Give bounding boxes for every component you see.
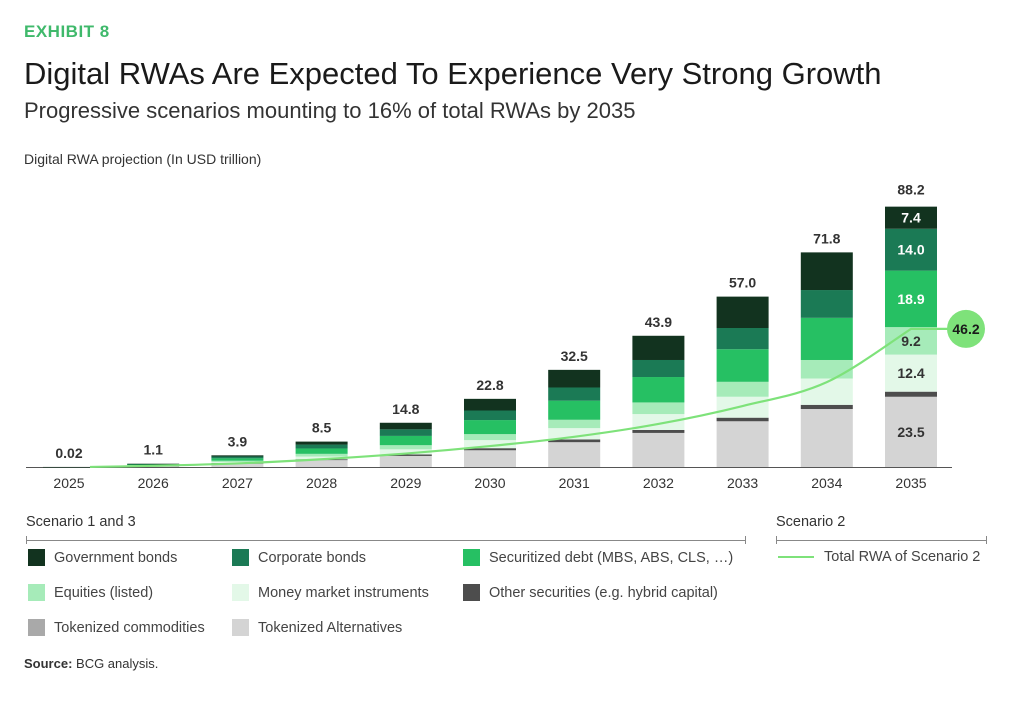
bar-segment [295,444,348,449]
x-tick-label: 2029 [390,475,421,491]
bar-segment [716,421,769,467]
bar-segment [295,441,348,445]
bar-segment [379,454,432,456]
bar-segment [379,429,432,436]
chart-unit-label: Digital RWA projection (In USD trillion) [24,151,262,167]
bar-segment [885,228,937,271]
bar-total-label: 14.8 [392,401,419,417]
bar-segment [464,450,516,467]
chart-subtitle: Progressive scenarios mounting to 16% of… [24,98,636,123]
bar-segment [379,455,432,467]
bar-segment [548,369,601,388]
x-tick-label: 2035 [895,475,926,491]
bar-segment [885,391,937,397]
bar-segment [464,448,516,451]
bar-segment [379,435,432,446]
bar-segment [211,463,264,467]
bar-segment [295,453,348,457]
bar-segment [885,396,937,467]
bar-segment [379,449,432,455]
bar-segment [379,422,432,430]
scenario-2-end-marker [947,309,985,348]
scenario-2-end-label: 46.2 [952,321,979,337]
bar-segment [632,335,685,360]
bar-segment [632,429,685,433]
x-tick-label: 2034 [811,475,842,491]
segment-value-label: 18.9 [897,291,924,307]
bar-total-label: 1.1 [143,442,163,458]
bar-total-label: 71.8 [813,230,840,246]
bar-segment [632,377,685,403]
bar-segment [885,354,937,392]
bar-total-label: 0.02 [55,445,82,461]
bar-segment [800,404,853,410]
bar-segment [211,458,264,461]
bar-segment [211,460,264,462]
bar-segment [716,328,769,350]
bar-segment [632,359,685,378]
bar-total-label: 8.5 [312,420,332,436]
bar-segment [295,456,348,460]
bar-segment [211,456,264,459]
bar-segment [127,463,180,465]
bar-segment [800,290,853,318]
bar-segment [464,420,516,435]
bar-segment [800,252,853,291]
chart-title: Digital RWAs Are Expected To Experience … [24,56,882,91]
segment-value-label: 14.0 [897,242,924,258]
bar-segment [548,428,601,440]
bar-segment [716,349,769,382]
bar-segment [548,419,601,429]
bar-segment [800,317,853,360]
bar-segment [548,387,601,401]
bar-segment [211,455,264,457]
x-tick-label: 2027 [222,475,253,491]
bar-segment [464,434,516,441]
source-text: BCG analysis. [72,656,159,671]
bar-total-label: 57.0 [729,275,756,291]
bar-total-label: 32.5 [561,348,588,364]
bar-segment [379,445,432,450]
bar-segment [885,206,937,229]
bar-segment [716,396,769,418]
bar-segment [632,432,685,467]
segment-value-label: 7.4 [901,210,921,226]
x-tick-label: 2032 [643,475,674,491]
bar-segment [464,440,516,449]
x-tick-label: 2030 [474,475,505,491]
bar-segment [548,442,601,467]
bar-segment [716,417,769,422]
source-note: Source: BCG analysis. [24,656,158,671]
x-tick-label: 2028 [306,475,337,491]
bar-segment [716,381,769,397]
bar-segment [295,460,348,467]
segment-value-label: 23.5 [897,424,924,440]
bar-segment [464,398,516,411]
bar-segment [548,439,601,443]
x-tick-label: 2031 [559,475,590,491]
x-tick-label: 2026 [138,475,169,491]
bar-segment [632,402,685,415]
x-tick-label: 2033 [727,475,758,491]
exhibit-label: EXHIBIT 8 [24,22,110,41]
bar-total-label: 3.9 [228,433,248,449]
segment-value-label: 12.4 [897,365,924,381]
bar-segment [800,359,853,379]
x-tick-label: 2025 [53,475,84,491]
bar-segment [548,400,601,420]
bar-total-label: 43.9 [645,314,672,330]
bar-segment [716,296,769,329]
segment-value-label: 9.2 [901,333,921,349]
bar-segment [885,270,937,328]
bar-total-label: 22.8 [476,377,503,393]
bar-segment [800,409,853,467]
scenario-2-line [89,327,966,469]
bar-segment [464,410,516,421]
bar-segment [295,448,348,454]
bar-total-label: 88.2 [897,181,924,197]
source-prefix: Source: [24,656,73,671]
bar-segment [43,466,95,468]
